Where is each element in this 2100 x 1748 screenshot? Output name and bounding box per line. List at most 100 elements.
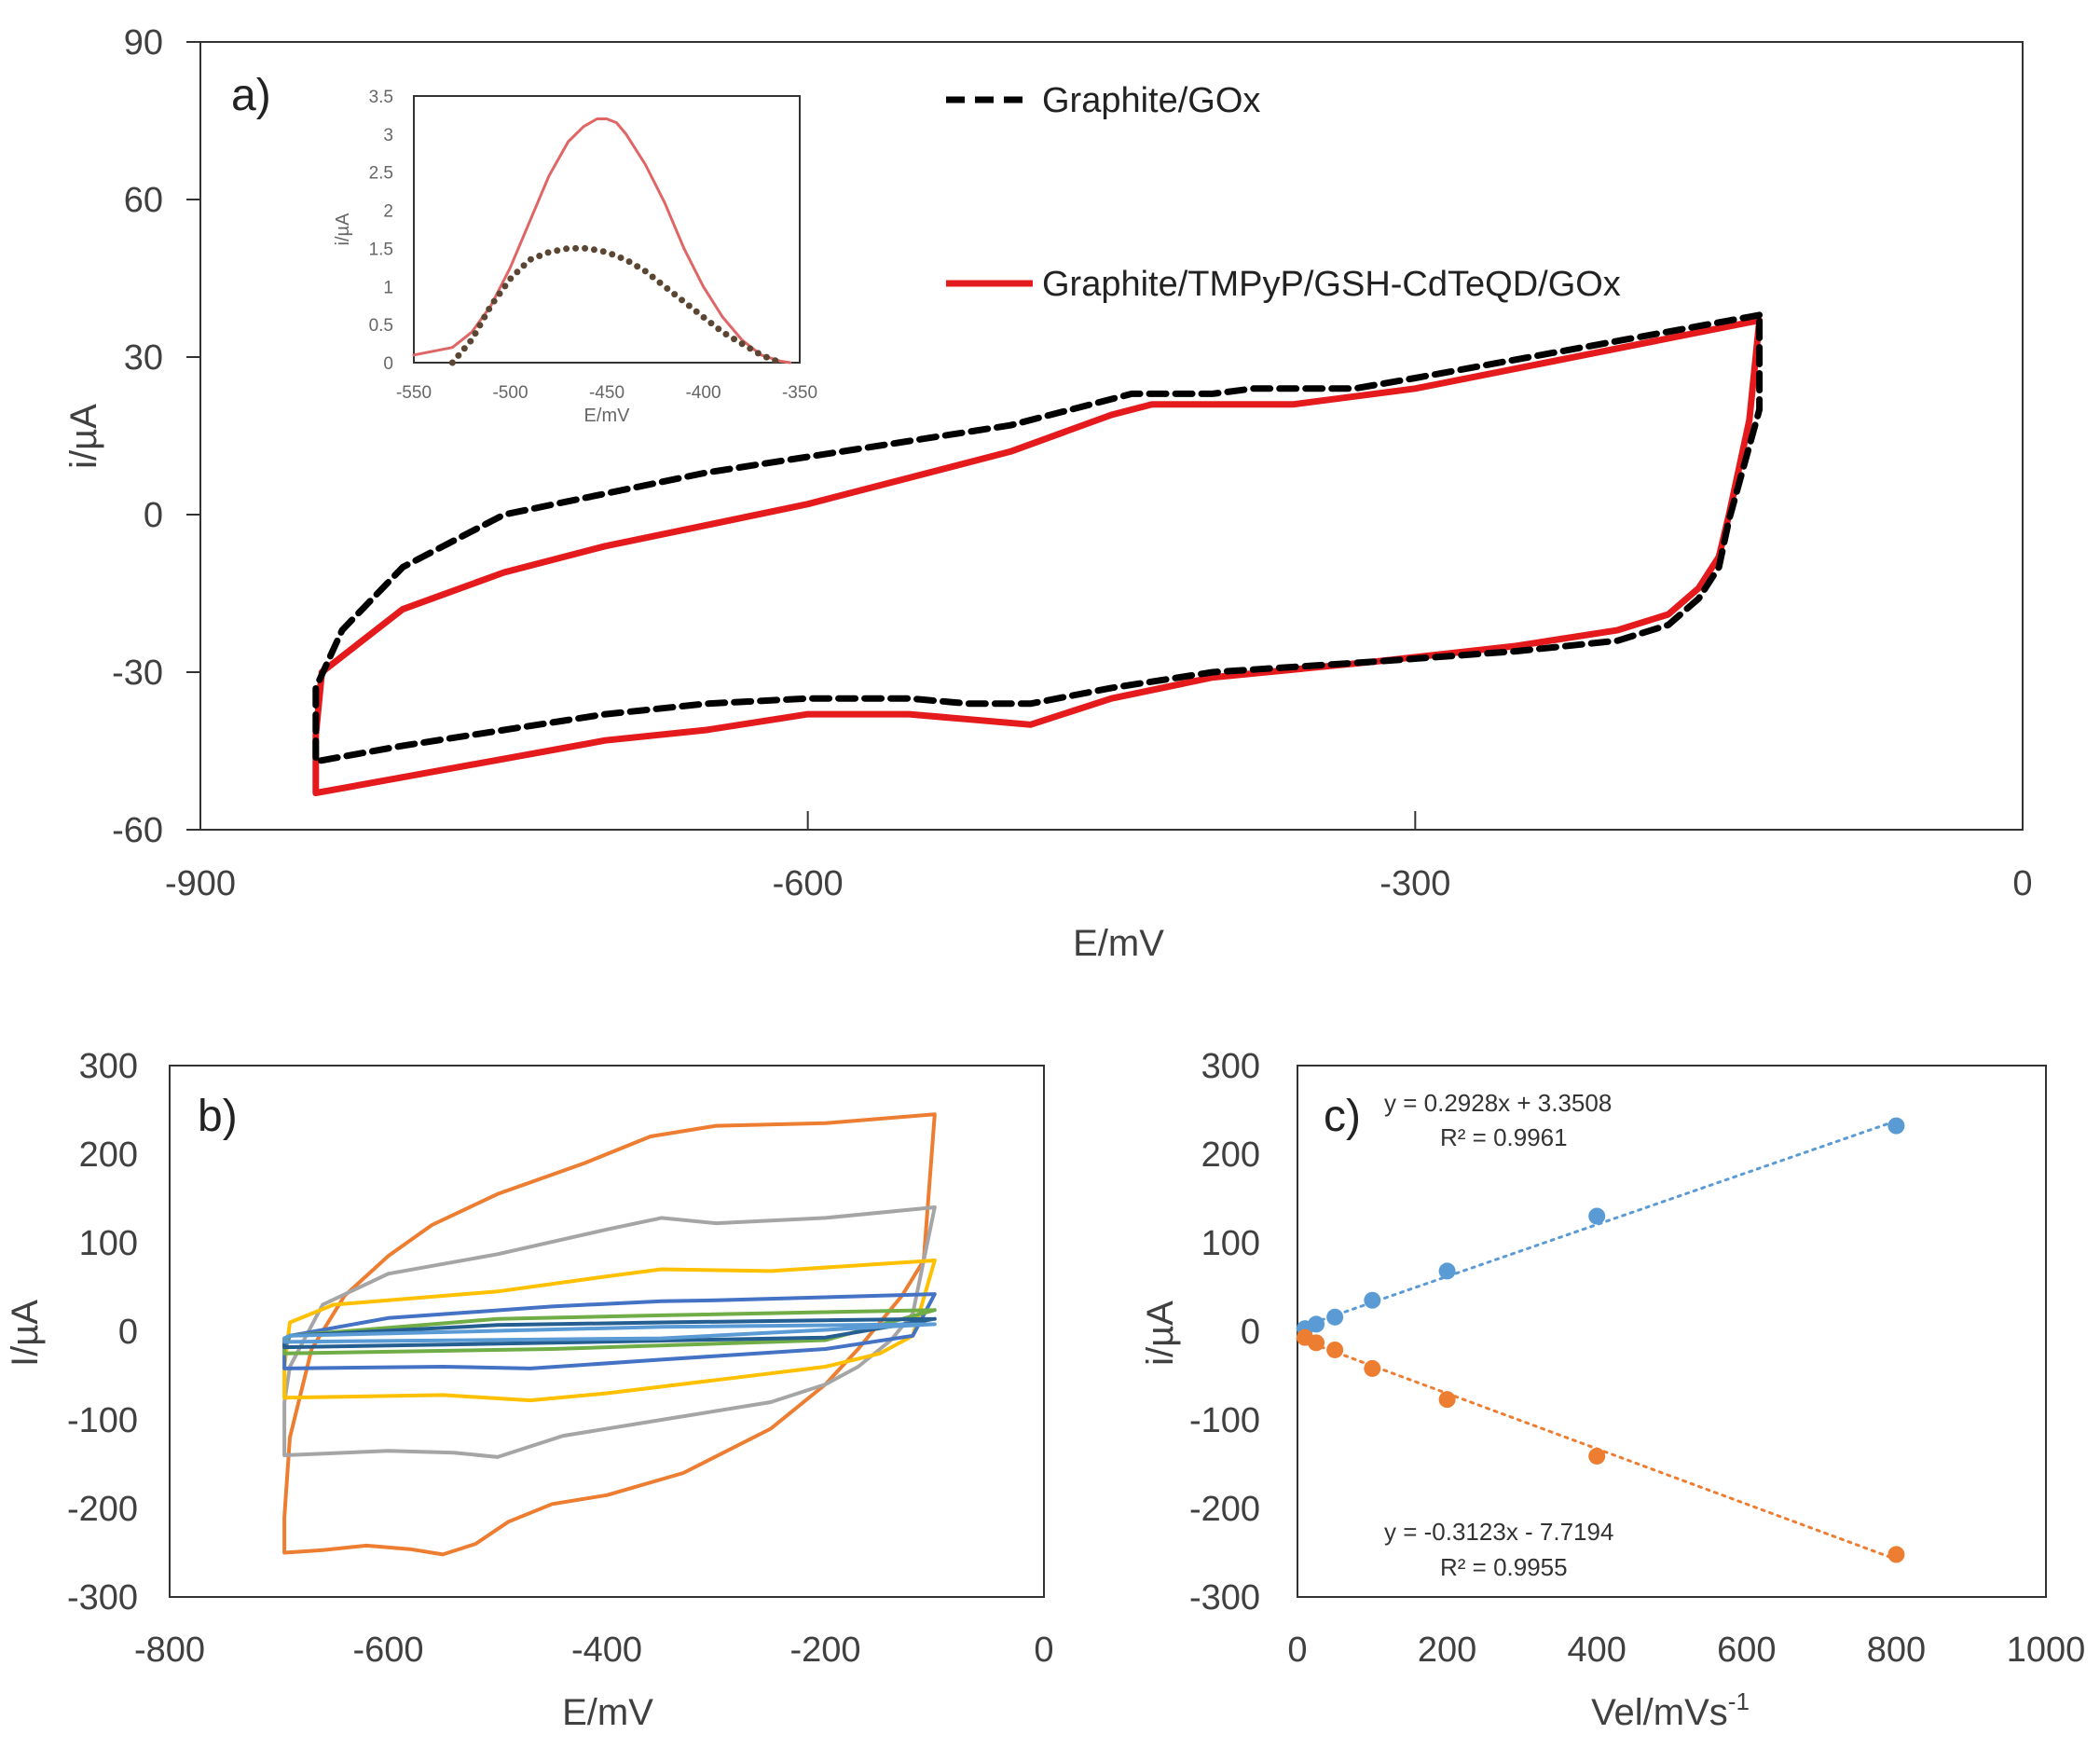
panel-b-label: b): [198, 1092, 238, 1141]
inset-series-graphite-gox: [448, 244, 784, 366]
inset-x-axis-label: E/mV: [584, 406, 631, 426]
panel-c-y-tick-100: -100: [1189, 1401, 1260, 1440]
panel-b-x-tick-600: -600: [352, 1631, 423, 1670]
panel-b-series: [282, 1112, 937, 1557]
panel-b-series-800-mv-s: [282, 1112, 937, 1557]
panel-c-x-tick-0: 0: [1287, 1631, 1307, 1670]
panel-a-x-tick-900: -900: [165, 864, 236, 903]
panel-c-cathodic-r2: R² = 0.9955: [1440, 1553, 1568, 1581]
panel-c-y-tick-200: 200: [1201, 1136, 1260, 1175]
panel-a-legend: Graphite/GOx Graphite/TMPyP/GSH-CdTeQD/G…: [946, 81, 1621, 304]
inset-x-tick-450: -450: [589, 383, 625, 403]
panel-b-series-100-mv-s: [282, 1292, 937, 1370]
panel-c-x-tick-200: 200: [1418, 1631, 1476, 1670]
inset-y-tick-0-5: 0.5: [369, 316, 393, 336]
panel-c-x-axis-label-main: Vel/mVs: [1591, 1692, 1728, 1733]
panel-a-x-tick-labels: -900 -600 -300 0: [165, 864, 2033, 903]
inset-y-tick-labels: 3.5 3 2.5 2 1.5 1 0.5 0: [369, 88, 393, 374]
panel-a-x-tick-300: -300: [1379, 864, 1450, 903]
panel-c-x-tick-labels: 0 200 400 600 800 1000: [1287, 1631, 2085, 1670]
panel-b-x-axis-label: E/mV: [562, 1692, 653, 1733]
panel-b-series-400-mv-s: [282, 1205, 937, 1459]
panel-c-y-tick-0: 0: [1241, 1313, 1260, 1352]
panel-c-point-anodic-800: [1887, 1117, 1905, 1135]
panel-b-series-10-mv-s: [282, 1322, 937, 1344]
panel-a-plot-frame: [199, 41, 2024, 831]
panel-c-point-anodic-200: [1438, 1262, 1456, 1280]
panel-a-series-graphite-gox: [312, 311, 1764, 765]
panel-a-series: [312, 311, 1764, 797]
panel-b-chart: 300 200 100 0 -100 -200 -300 -800 -600 -400 -200 0…: [5, 1047, 1054, 1733]
panel-a-y-tick-30: -30: [112, 654, 163, 693]
panel-c-y-tick-300: -300: [1189, 1578, 1260, 1617]
panel-c-point-cathodic-400: [1588, 1447, 1606, 1465]
panel-a-x-tick-0: 0: [2012, 864, 2032, 903]
inset-y-tick-3-5: 3.5: [369, 88, 393, 107]
inset-x-tick-350: -350: [782, 383, 817, 403]
panel-c-trendline-anodic: [1296, 1119, 1898, 1330]
panel-c-y-tick-labels: 300 200 100 0 -100 -200 -300: [1189, 1047, 1260, 1617]
inset-y-tick-3: 3: [383, 126, 393, 145]
inset-x-tick-550: -550: [396, 383, 432, 403]
panel-c-y-tick-100: 100: [1201, 1224, 1260, 1263]
panel-c-point-cathodic-100: [1364, 1359, 1381, 1377]
panel-a-inset-chart: 3.5 3 2.5 2 1.5 1 0.5 0 -550 -500 -450 -400 -350 E/…: [333, 88, 817, 426]
panel-a-y-tick-0: 0: [144, 496, 163, 535]
inset-y-tick-1: 1: [383, 278, 393, 297]
inset-plot-frame: [413, 95, 801, 364]
panel-c-point-cathodic-200: [1438, 1391, 1456, 1409]
inset-y-tick-2: 2: [383, 202, 393, 222]
panel-a-x-tick-600: -600: [773, 864, 844, 903]
inset-y-tick-2-5: 2.5: [369, 164, 393, 184]
panel-c-cathodic-equation: y = -0.3123x - 7.7194: [1384, 1518, 1613, 1546]
inset-x-tick-400: -400: [685, 383, 721, 403]
panel-c-point-cathodic-25: [1308, 1334, 1325, 1352]
inset-y-tick-1-5: 1.5: [369, 240, 393, 259]
panel-a-y-tick-90: 90: [124, 23, 163, 62]
panel-b-y-axis-label: I/µA: [5, 1300, 46, 1367]
panel-a-y-tick-60: -60: [112, 811, 163, 850]
panel-b-x-tick-0: 0: [1034, 1631, 1053, 1670]
panel-b-y-tick-100: 100: [79, 1224, 138, 1263]
panel-a-y-tick-60: 60: [124, 181, 163, 220]
panel-a-x-axis-label: E/mV: [1073, 923, 1164, 964]
panel-a-series-graphite-tmpyp-gsh-cdteqd-gox: [312, 317, 1764, 797]
panel-c-y-tick-300: 300: [1201, 1047, 1260, 1086]
panel-c-x-tick-1000: 1000: [2007, 1631, 2086, 1670]
panel-b-y-tick-300: -300: [67, 1578, 138, 1617]
panel-b-y-tick-0: 0: [118, 1313, 138, 1352]
panel-c-point-anodic-25: [1308, 1315, 1325, 1333]
legend-label-graphite-tmpyp: Graphite/TMPyP/GSH-CdTeQD/GOx: [1042, 265, 1621, 304]
panel-b-y-tick-200: -200: [67, 1490, 138, 1529]
panel-a-y-tick-30: 30: [124, 338, 163, 378]
panel-a-label: a): [231, 71, 271, 120]
panel-a-y-tick-labels: 90 60 30 0 -30 -60: [112, 23, 163, 850]
panel-b-x-tick-800: -800: [134, 1631, 205, 1670]
panel-c-x-tick-400: 400: [1567, 1631, 1626, 1670]
legend-label-graphite-gox: Graphite/GOx: [1042, 81, 1260, 120]
panel-b-x-tick-400: -400: [571, 1631, 642, 1670]
inset-series-graphite-tmpyp-gsh-cdteqd-gox: [412, 117, 792, 365]
panel-c-series: [1296, 1117, 1905, 1563]
panel-c-y-tick-200: -200: [1189, 1490, 1260, 1529]
panel-c-point-anodic-400: [1588, 1207, 1606, 1225]
inset-x-tick-500: -500: [492, 383, 528, 403]
panel-b-y-tick-labels: 300 200 100 0 -100 -200 -300: [67, 1047, 138, 1617]
panel-c-y-axis-label: i/µA: [1140, 1301, 1181, 1366]
panel-c-anodic-r2: R² = 0.9961: [1440, 1123, 1568, 1151]
panel-c-label: c): [1324, 1092, 1361, 1141]
panel-b-y-tick-200: 200: [79, 1136, 138, 1175]
inset-series: [412, 117, 792, 366]
panel-c-x-axis-label: Vel/mVs-1: [1591, 1687, 1750, 1733]
panel-c-x-tick-600: 600: [1717, 1631, 1776, 1670]
panel-c-anodic-equation: y = 0.2928x + 3.3508: [1384, 1089, 1612, 1117]
panel-b-y-tick-300: 300: [79, 1047, 138, 1086]
panel-c-point-anodic-100: [1364, 1291, 1381, 1309]
panel-b-series-200-mv-s: [282, 1259, 937, 1403]
panel-c-x-tick-800: 800: [1867, 1631, 1926, 1670]
panel-c-point-cathodic-50: [1326, 1341, 1344, 1358]
inset-x-tick-labels: -550 -500 -450 -400 -350: [396, 383, 817, 403]
